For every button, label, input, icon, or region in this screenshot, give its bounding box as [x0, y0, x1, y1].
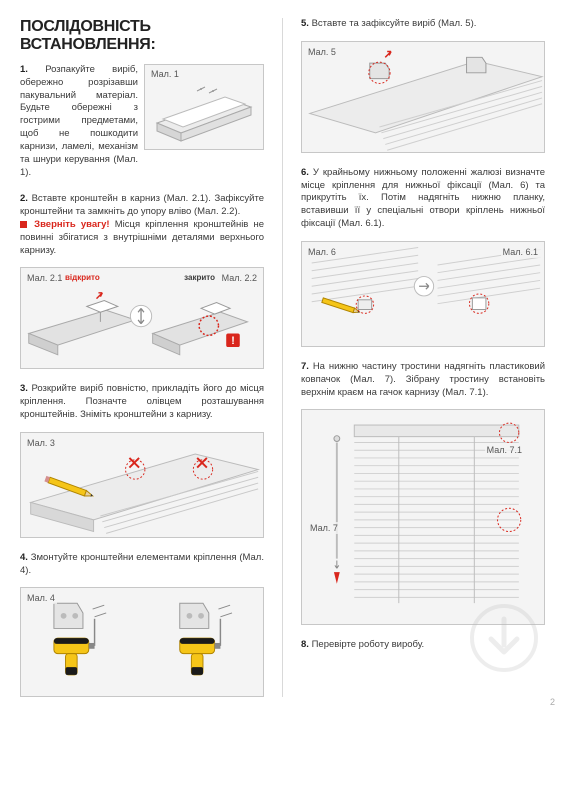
step-8-body: Перевірте роботу виробу. — [312, 639, 425, 650]
step-1-num: 1. — [20, 64, 28, 75]
figure-6-1-label: Мал. 6.1 — [501, 246, 540, 258]
step-1-text: 1. Розпакуйте виріб, обережно розрізавши… — [20, 64, 138, 179]
figure-2-open: відкрито — [65, 273, 100, 282]
step-7-num: 7. — [301, 361, 309, 372]
step-2-text: 2. Вставте кронштейн в карниз (Мал. 2.1)… — [20, 193, 264, 257]
step-8-text: 8. Перевірте роботу виробу. — [301, 639, 545, 652]
step-3-text: 3. Розкрийте виріб повністю, прикладіть … — [20, 383, 264, 421]
svg-text:!: ! — [231, 336, 235, 348]
step-4-body: Змонтуйте кронштейни елементами кріпленн… — [20, 552, 264, 576]
step-7-body: На нижню частину тростини надягніть плас… — [301, 361, 545, 398]
figure-7-1-label: Мал. 7.1 — [485, 444, 524, 456]
step-1-row: 1. Розпакуйте виріб, обережно розрізавши… — [20, 64, 264, 179]
page-number: 2 — [550, 697, 555, 707]
figure-7-label: Мал. 7 — [308, 522, 340, 534]
figure-7-svg — [302, 410, 544, 624]
figure-4-svg — [21, 588, 263, 696]
figure-4: Мал. 4 — [20, 587, 264, 697]
step-3-body: Розкрийте виріб повністю, прикладіть йог… — [20, 383, 264, 420]
figure-6: Мал. 6 Мал. 6.1 — [301, 241, 545, 347]
figure-4-label: Мал. 4 — [25, 592, 57, 604]
figure-7: Мал. 7 Мал. 7.1 — [301, 409, 545, 625]
step-6-num: 6. — [301, 167, 309, 178]
step-4-num: 4. — [20, 552, 28, 563]
figure-5-label: Мал. 5 — [306, 46, 338, 58]
column-separator — [282, 18, 283, 697]
figure-5: Мал. 5 — [301, 41, 545, 153]
figure-5-svg — [302, 42, 544, 152]
two-column-layout: ПОСЛІДОВНІСТЬ ВСТАНОВЛЕННЯ: 1. Розпакуйт… — [20, 18, 545, 697]
page-title: ПОСЛІДОВНІСТЬ ВСТАНОВЛЕННЯ: — [20, 18, 264, 54]
right-column: 5. Вставте та зафіксуйте виріб (Мал. 5).… — [301, 18, 545, 697]
figure-1: Мал. 1 — [144, 64, 264, 150]
step-2-num: 2. — [20, 193, 28, 204]
step-5-num: 5. — [301, 18, 309, 29]
left-column: ПОСЛІДОВНІСТЬ ВСТАНОВЛЕННЯ: 1. Розпакуйт… — [20, 18, 264, 697]
warning-icon — [20, 221, 27, 228]
step-6-body: У крайньому нижньому положенні жалюзі ви… — [301, 167, 545, 229]
step-1-body: Розпакуйте виріб, обережно розрізавши па… — [20, 64, 138, 178]
step-2-body1: Вставте кронштейн в карниз (Мал. 2.1). З… — [20, 193, 264, 217]
figure-1-label: Мал. 1 — [149, 68, 181, 80]
figure-6-label: Мал. 6 — [306, 246, 338, 258]
step-8-num: 8. — [301, 639, 309, 650]
step-6-text: 6. У крайньому нижньому положенні жалюзі… — [301, 167, 545, 231]
figure-2: Мал. 2.1 Мал. 2.2 відкрито закрито — [20, 267, 264, 369]
figure-3-svg — [21, 433, 263, 537]
step-3-num: 3. — [20, 383, 28, 394]
figure-2-2-label: Мал. 2.2 — [220, 272, 259, 284]
step-5-body: Вставте та зафіксуйте виріб (Мал. 5). — [312, 18, 477, 29]
figure-3: Мал. 3 — [20, 432, 264, 538]
figure-2-1-label: Мал. 2.1 — [25, 272, 64, 284]
step-2-warn: Зверніть увагу! — [34, 219, 109, 230]
step-4-text: 4. Змонтуйте кронштейни елементами кріпл… — [20, 552, 264, 578]
step-7-text: 7. На нижню частину тростини надягніть п… — [301, 361, 545, 399]
figure-3-label: Мал. 3 — [25, 437, 57, 449]
figure-2-closed: закрито — [184, 273, 215, 282]
step-5-text: 5. Вставте та зафіксуйте виріб (Мал. 5). — [301, 18, 545, 31]
